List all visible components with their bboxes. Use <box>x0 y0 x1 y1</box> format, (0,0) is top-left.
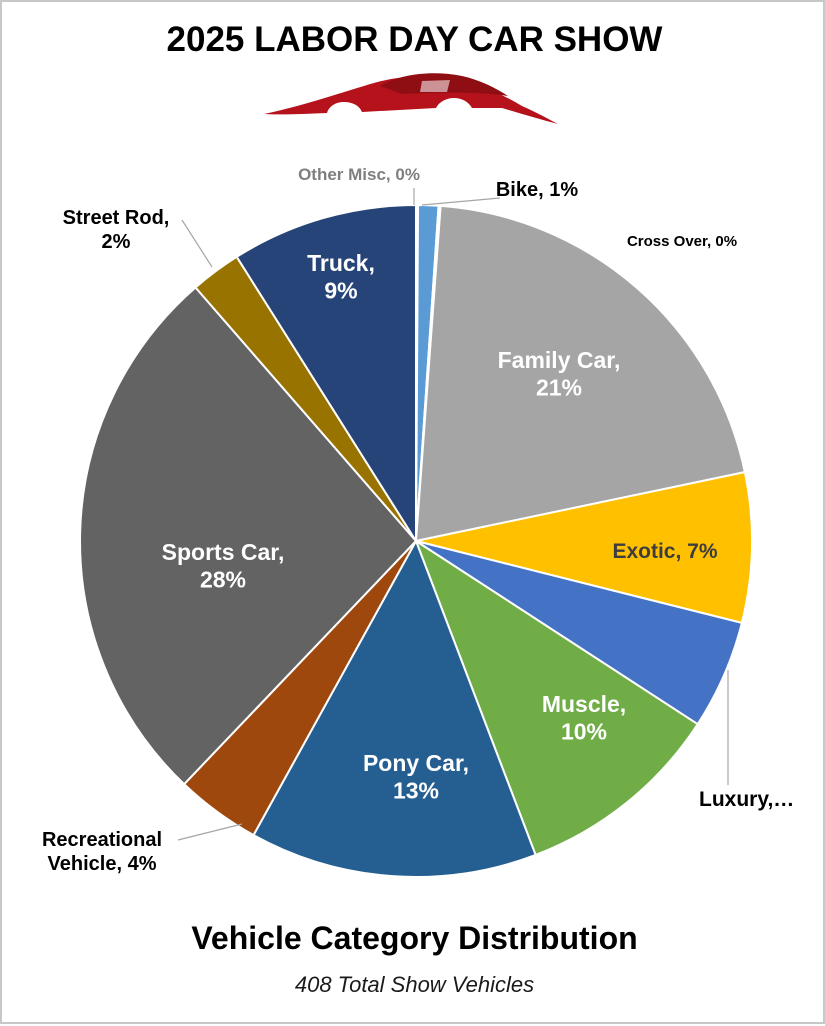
leader-line-bike <box>421 197 501 206</box>
pie-slice-family-car <box>414 204 747 543</box>
data-label-street-rod: Street Rod, 2% <box>63 207 170 253</box>
pie-slice-truck <box>235 203 417 545</box>
data-label-exotic: Exotic, 7% <box>612 540 717 563</box>
pie-slice-pony-car <box>252 538 537 878</box>
data-label-muscle: Muscle, 10% <box>542 691 626 745</box>
chart-caption: 408 Total Show Vehicles <box>294 972 535 997</box>
data-label-recreational-vehicle: Recreational Vehicle, 4% <box>42 829 162 875</box>
chart-subtitle: Vehicle Category Distribution <box>191 920 638 956</box>
data-label-truck: Truck, 9% <box>307 250 375 304</box>
data-label-cross-over: Cross Over, 0% <box>627 233 737 250</box>
data-label-sports-car: Sports Car, 28% <box>162 539 285 593</box>
data-label-luxury: Luxury,… <box>699 788 794 811</box>
chart-title: 2025 LABOR DAY CAR SHOW <box>166 20 663 59</box>
leader-line-street-rod <box>181 219 213 268</box>
data-label-pony-car: Pony Car, 13% <box>363 750 469 804</box>
pie-slice-muscle <box>413 538 700 857</box>
sports-car-silhouette-icon <box>264 73 558 124</box>
leader-line-recreational-vehicle <box>177 823 243 841</box>
pie-slice-exotic <box>415 470 753 625</box>
pie-slice-sports-car <box>79 286 418 786</box>
data-label-other-misc: Other Misc, 0% <box>298 165 420 184</box>
data-label-family-car: Family Car, 21% <box>498 347 621 401</box>
data-label-bike: Bike, 1% <box>496 179 578 201</box>
